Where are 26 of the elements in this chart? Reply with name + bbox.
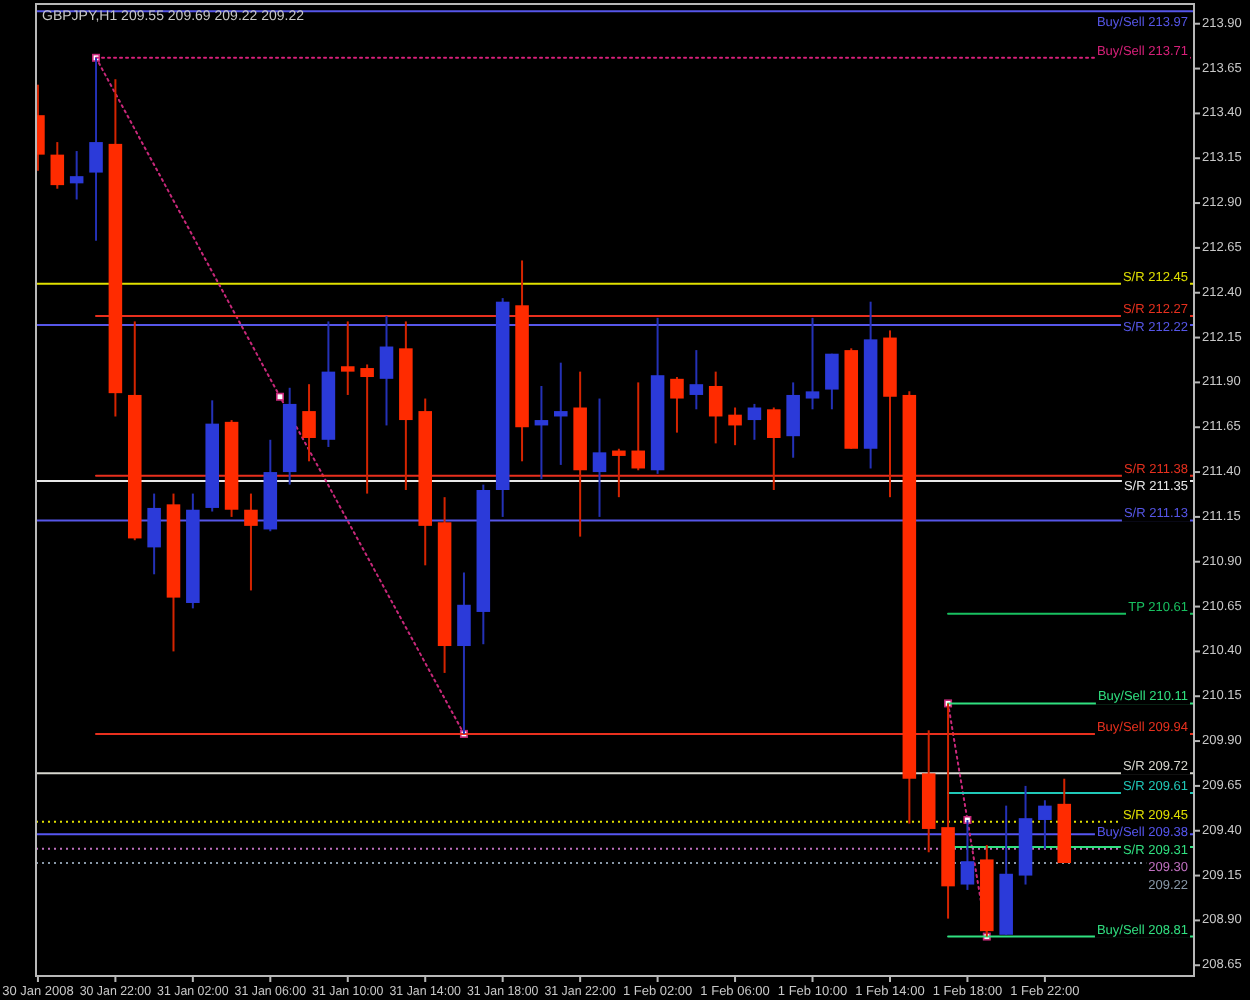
candlestick <box>747 402 762 441</box>
candlestick <box>147 492 161 576</box>
candlestick <box>1038 799 1052 850</box>
candlestick <box>50 141 65 190</box>
candlestick <box>805 316 820 411</box>
candlestick <box>767 406 781 491</box>
candlestick <box>592 397 607 518</box>
candlestick <box>708 370 723 445</box>
candlestick <box>612 447 626 499</box>
candlestick <box>360 363 374 495</box>
candlestick <box>670 376 684 434</box>
candlestick <box>302 383 316 463</box>
candlestick <box>689 349 704 411</box>
candlestick <box>457 571 471 735</box>
candlestick <box>631 381 646 472</box>
candlestick <box>728 406 742 447</box>
candlestick <box>825 352 839 411</box>
point <box>275 392 284 401</box>
candlestick <box>379 315 394 427</box>
candlestick <box>786 381 800 459</box>
candlestick <box>69 150 84 201</box>
candlestick <box>89 56 103 242</box>
candlestick <box>960 818 975 891</box>
candlestick <box>244 492 258 592</box>
candlestick <box>554 361 568 466</box>
candlestick <box>340 320 355 396</box>
